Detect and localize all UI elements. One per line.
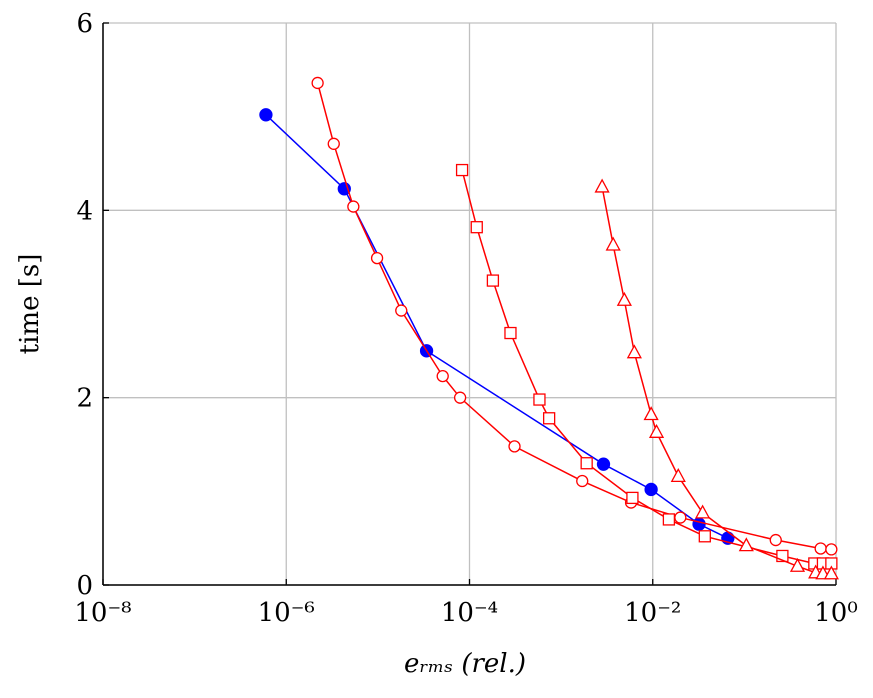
point bbox=[576, 474, 589, 488]
point bbox=[508, 440, 521, 453]
series-line bbox=[265, 114, 729, 539]
point bbox=[395, 304, 408, 317]
x-tick-label: 10⁻² bbox=[624, 598, 681, 628]
point bbox=[605, 236, 621, 251]
point bbox=[259, 108, 273, 122]
series-line bbox=[461, 169, 832, 565]
y-tick-label: 2 bbox=[76, 384, 93, 414]
point bbox=[486, 274, 500, 287]
point bbox=[470, 221, 483, 234]
point bbox=[542, 412, 556, 425]
y-tick-label: 0 bbox=[76, 571, 93, 601]
point bbox=[769, 533, 782, 547]
point bbox=[453, 391, 467, 404]
point bbox=[533, 393, 546, 406]
point bbox=[626, 491, 639, 505]
point bbox=[789, 557, 806, 572]
y-tick-label: 4 bbox=[76, 196, 93, 226]
point bbox=[580, 457, 593, 470]
x-axis-label: eᵣₘₛ (rel.) bbox=[404, 649, 526, 679]
point bbox=[776, 549, 789, 563]
point bbox=[825, 543, 838, 556]
point bbox=[643, 406, 659, 421]
x-tick-label: 10⁰ bbox=[814, 598, 858, 628]
y-tick-label: 6 bbox=[76, 9, 93, 39]
series-line bbox=[601, 186, 832, 575]
point bbox=[644, 482, 658, 497]
series-line bbox=[316, 82, 832, 551]
point bbox=[436, 369, 449, 383]
point bbox=[692, 517, 706, 531]
point bbox=[670, 467, 686, 482]
point bbox=[648, 423, 665, 438]
y-axis-label: time [s] bbox=[15, 254, 45, 355]
point bbox=[594, 178, 610, 193]
point bbox=[738, 537, 754, 552]
point bbox=[616, 291, 632, 306]
x-tick-label: 10⁻⁶ bbox=[258, 598, 315, 628]
point bbox=[504, 326, 517, 340]
point bbox=[695, 504, 711, 519]
x-tick-label: 10⁻⁸ bbox=[74, 598, 131, 628]
point bbox=[662, 513, 676, 526]
point bbox=[823, 565, 839, 580]
point bbox=[814, 542, 827, 555]
point bbox=[698, 530, 711, 543]
point bbox=[455, 163, 469, 177]
point bbox=[327, 137, 340, 150]
point bbox=[674, 511, 687, 524]
point bbox=[311, 76, 324, 90]
point bbox=[596, 457, 611, 471]
point bbox=[626, 344, 642, 359]
point bbox=[370, 251, 384, 265]
x-tick-label: 10⁻⁴ bbox=[441, 598, 498, 628]
point bbox=[347, 200, 360, 213]
